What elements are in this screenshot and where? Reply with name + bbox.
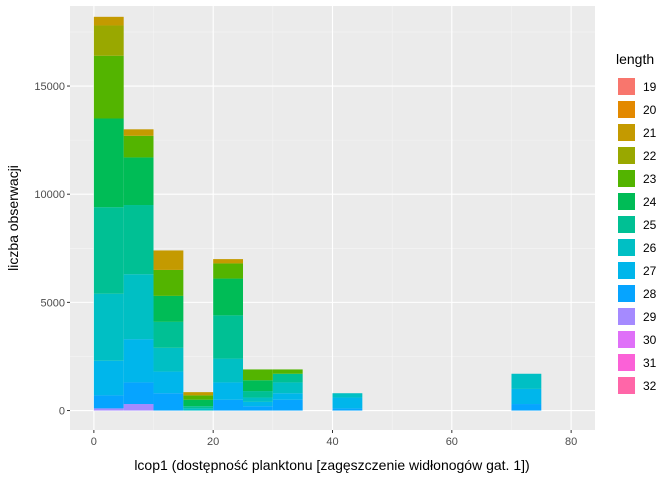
bar-segment-length-28-bin-10 (153, 393, 184, 411)
legend-label-24: 24 (643, 195, 657, 209)
bar-segment-length-25-bin-10 (153, 321, 184, 348)
legend-label-23: 23 (643, 172, 657, 186)
legend-swatch-31 (618, 354, 635, 371)
legend-swatch-24 (618, 193, 635, 210)
bar-segment-length-25-bin-0 (93, 207, 124, 294)
bar-segment-length-24-bin-15 (183, 399, 214, 407)
bar-segment-length-21-bin-10 (153, 250, 184, 270)
bar-segment-length-26-bin-40 (332, 393, 363, 398)
legend-label-28: 28 (643, 287, 657, 301)
x-tick-label: 80 (565, 436, 577, 448)
bar-segment-length-28-bin-30 (272, 399, 303, 411)
bar-segment-length-26-bin-25 (243, 397, 273, 402)
bar-segment-length-27-bin-0 (93, 360, 124, 396)
legend-label-22: 22 (643, 149, 657, 163)
legend-swatch-30 (618, 331, 635, 348)
legend-swatch-19 (618, 78, 635, 95)
bar-segment-length-29-bin-5 (123, 404, 154, 411)
y-tick-label: 0 (59, 406, 65, 418)
bar-segment-length-23-bin-20 (213, 263, 244, 279)
legend-title: length (616, 51, 654, 67)
bar-segment-length-22-bin-0 (93, 25, 124, 56)
bar-segment-length-28-bin-25 (243, 406, 273, 411)
bar-segment-length-27-bin-5 (123, 339, 154, 383)
bar-segment-length-26-bin-0 (93, 293, 124, 361)
bar-segment-length-28-bin-5 (123, 382, 154, 405)
legend-label-31: 31 (643, 356, 657, 370)
bar-segment-length-25-bin-25 (243, 391, 273, 398)
bar-segment-length-21-bin-20 (213, 259, 244, 264)
legend-swatch-25 (618, 216, 635, 233)
y-tick-label: 15000 (34, 81, 65, 93)
legend-label-27: 27 (643, 264, 657, 278)
legend: length 19 20 21 22 23 24 25 26 27 28 29 30 31 32 (616, 51, 657, 394)
bar-segment-length-23-bin-0 (93, 55, 124, 119)
y-tick-label: 10000 (34, 189, 65, 201)
bars (93, 16, 542, 411)
legend-swatch-20 (618, 101, 635, 118)
y-axis-ticks: 0 5000 10000 15000 (34, 81, 70, 418)
bar-segment-length-24-bin-0 (93, 118, 124, 208)
bar-segment-length-25-bin-30 (272, 373, 303, 383)
bar-segment-length-23-bin-10 (153, 269, 184, 296)
bar-segment-length-27-bin-70 (511, 388, 542, 405)
legend-label-32: 32 (643, 379, 657, 393)
bar-segment-length-26-bin-70 (511, 373, 542, 389)
y-tick-label: 5000 (41, 297, 65, 309)
bar-segment-length-28-bin-40 (332, 408, 363, 411)
bar-segment-length-27-bin-25 (243, 401, 273, 407)
legend-swatch-22 (618, 147, 635, 164)
bar-segment-length-23-bin-15 (183, 395, 214, 400)
bar-segment-length-23-bin-5 (123, 135, 154, 158)
legend-label-25: 25 (643, 218, 657, 232)
legend-swatch-29 (618, 308, 635, 325)
bar-segment-length-25-bin-5 (123, 205, 154, 275)
legend-label-30: 30 (643, 333, 657, 347)
bar-segment-length-28-bin-70 (511, 404, 542, 411)
bar-segment-length-25-bin-20 (213, 315, 244, 359)
bar-segment-length-27-bin-10 (153, 371, 184, 394)
legend-label-21: 21 (643, 126, 657, 140)
bar-segment-length-28-bin-20 (213, 399, 244, 411)
x-axis-title: lcop1 (dostępność planktonu [zagęszczeni… (134, 457, 529, 473)
legend-swatch-21 (618, 124, 635, 141)
x-tick-label: 40 (326, 436, 338, 448)
legend-label-26: 26 (643, 241, 657, 255)
bar-segment-length-21-bin-0 (93, 16, 124, 26)
legend-label-19: 19 (643, 80, 657, 94)
bar-segment-length-27-bin-30 (272, 393, 303, 400)
bar-segment-length-23-bin-30 (272, 369, 303, 374)
bar-segment-length-21-bin-5 (123, 129, 154, 136)
bar-segment-length-24-bin-20 (213, 278, 244, 316)
bar-segment-length-26-bin-10 (153, 347, 184, 372)
x-tick-label: 0 (91, 436, 97, 448)
x-tick-label: 20 (207, 436, 219, 448)
bar-segment-length-26-bin-30 (272, 382, 303, 394)
bar-segment-length-21-bin-15 (183, 392, 214, 396)
legend-swatch-28 (618, 285, 635, 302)
legend-swatch-32 (618, 377, 635, 394)
bar-segment-length-27-bin-40 (332, 397, 363, 409)
bar-segment-length-26-bin-5 (123, 274, 154, 340)
legend-label-29: 29 (643, 310, 657, 324)
bar-segment-length-28-bin-0 (93, 395, 124, 409)
y-axis-title: liczba obserwacji (5, 165, 21, 271)
legend-swatch-23 (618, 170, 635, 187)
legend-swatch-26 (618, 239, 635, 256)
bar-segment-length-27-bin-20 (213, 382, 244, 400)
bar-segment-length-26-bin-15 (183, 408, 214, 411)
bar-segment-length-25-bin-15 (183, 406, 214, 409)
bar-segment-length-24-bin-25 (243, 380, 273, 392)
bar-segment-length-24-bin-10 (153, 295, 184, 322)
bar-segment-length-24-bin-5 (123, 157, 154, 206)
x-axis-ticks: 0 20 40 60 80 (91, 430, 577, 448)
legend-swatch-27 (618, 262, 635, 279)
legend-label-20: 20 (643, 103, 657, 117)
x-tick-label: 60 (446, 436, 458, 448)
bar-segment-length-23-bin-25 (243, 369, 273, 381)
bar-segment-length-29-bin-0 (93, 408, 124, 411)
bar-segment-length-26-bin-20 (213, 358, 244, 383)
